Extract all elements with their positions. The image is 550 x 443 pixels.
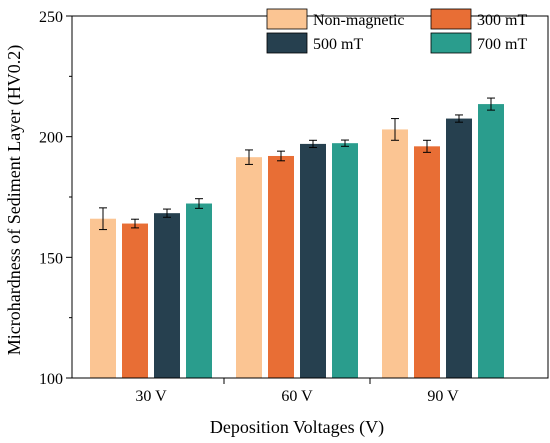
y-tick-label: 250	[39, 9, 63, 26]
bar	[90, 218, 116, 378]
legend-swatch	[266, 8, 308, 30]
bar	[478, 104, 504, 378]
bar	[236, 157, 262, 378]
x-tick-label: 30 V	[135, 388, 167, 405]
bar	[186, 203, 212, 378]
bar	[268, 155, 294, 378]
bar	[154, 213, 180, 378]
legend-label: 700 mT	[477, 36, 527, 53]
legend: Non-magnetic 300 mT 500 mT 700 mT	[266, 8, 527, 54]
bar	[332, 143, 358, 378]
legend-label: 300 mT	[477, 12, 527, 29]
x-tick-label: 90 V	[427, 388, 459, 405]
y-tick-label: 200	[39, 130, 63, 147]
x-axis-title: Deposition Voltages (V)	[210, 417, 384, 438]
legend-swatch	[430, 32, 472, 54]
bar	[122, 223, 148, 378]
bar	[446, 118, 472, 379]
bar	[382, 129, 408, 378]
legend-label: Non-magnetic	[313, 12, 405, 29]
y-axis-title: Microhardness of Sediment Layer (HV0.2)	[4, 45, 25, 355]
bar	[300, 143, 326, 378]
legend-swatch	[266, 32, 308, 54]
y-tick-label: 150	[39, 250, 63, 267]
legend-swatch	[430, 8, 472, 30]
bars-layer	[90, 97, 504, 379]
y-tick-label: 100	[39, 371, 63, 388]
x-tick-label: 60 V	[281, 388, 313, 405]
bar	[414, 146, 440, 378]
axes-layer: 100 150 200 250 30 V 60 V 90 V	[39, 9, 549, 405]
legend-label: 500 mT	[313, 36, 363, 53]
